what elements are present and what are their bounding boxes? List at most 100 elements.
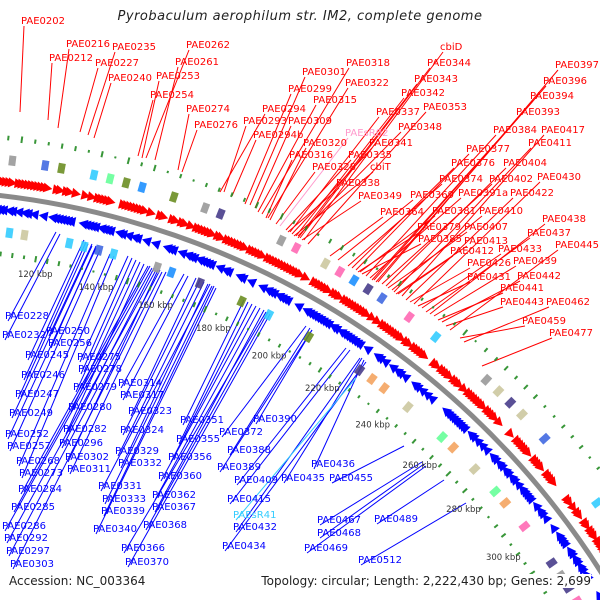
forward-gene-label: PAE0407 xyxy=(464,222,508,233)
gc-skew-marker xyxy=(411,438,417,444)
gc-skew-marker xyxy=(445,470,452,477)
forward-cds-arrow xyxy=(105,195,116,206)
gc-skew-marker xyxy=(471,497,475,502)
forward-cds-arrow xyxy=(492,416,503,427)
reverse-gene-label: PAE0389 xyxy=(217,462,261,473)
gc-skew-marker xyxy=(437,463,443,468)
forward-gene-label: PAE0294 xyxy=(262,104,306,115)
forward-gene-label: PAE0442 xyxy=(517,271,561,282)
reverse-gene-label-leader-line xyxy=(79,255,129,363)
forward-gene-label-leader-line xyxy=(425,237,531,313)
gc-skew-marker xyxy=(34,255,38,263)
forward-gene-label: PAE0417 xyxy=(541,125,585,136)
reverse-cds-arrow xyxy=(550,523,560,535)
gc-skew-marker xyxy=(256,331,261,337)
reverse-gene-label: PAE0314 xyxy=(118,378,162,389)
forward-gene-label-leader-line xyxy=(297,83,418,239)
gc-skew-marker xyxy=(204,182,209,188)
gc-skew-marker xyxy=(493,356,499,362)
forward-gene-label: PAE0202 xyxy=(21,16,65,27)
gc-skew-marker xyxy=(532,394,539,400)
gc-skew-marker xyxy=(394,423,399,428)
forward-gene-label: PAE0385 xyxy=(418,234,462,245)
reverse-cog-block xyxy=(263,308,275,321)
forward-cog-block xyxy=(105,173,115,185)
gc-skew-marker xyxy=(166,170,170,174)
gc-skew-marker xyxy=(339,244,345,251)
gc-skew-marker xyxy=(366,402,370,406)
reverse-cds-arrow xyxy=(283,297,294,307)
reverse-gene-label-leader-line xyxy=(4,233,61,341)
forward-gene-label-leader-line xyxy=(417,281,471,307)
gc-skew-marker xyxy=(429,454,434,460)
forward-cds-arrow xyxy=(402,337,413,348)
gc-skew-marker xyxy=(328,238,333,244)
forward-gene-label-leader-line xyxy=(433,265,517,317)
forward-cds-arrow xyxy=(452,378,463,389)
gc-skew-marker xyxy=(421,447,425,451)
reverse-gene-label-leader-line xyxy=(236,347,347,486)
reverse-cog-block xyxy=(166,266,177,279)
gc-skew-marker xyxy=(298,355,302,360)
gc-skew-marker xyxy=(486,515,491,519)
reverse-gene-label-leader-line xyxy=(154,309,265,513)
gc-skew-marker xyxy=(92,270,95,273)
reverse-gene-label: PAE0282 xyxy=(63,424,107,435)
genome-title: Pyrobaculum aerophilum str. IM2, complet… xyxy=(117,9,483,24)
reverse-cds-arrow xyxy=(133,234,144,245)
forward-cds-arrow xyxy=(170,214,181,225)
reverse-cds-arrow xyxy=(0,205,9,216)
reverse-gene-label-leader-line xyxy=(219,329,313,473)
forward-cds-arrow xyxy=(562,496,573,507)
reverse-cds-arrow xyxy=(324,320,335,330)
gc-skew-marker xyxy=(114,274,118,281)
gc-skew-marker xyxy=(0,251,2,257)
reverse-cog-block xyxy=(303,330,315,344)
reverse-gene-label-leader-line xyxy=(70,261,141,413)
forward-gene-label: PAE0376 xyxy=(451,158,495,169)
gc-skew-marker xyxy=(337,381,342,385)
reverse-cds-arrow xyxy=(206,261,218,271)
forward-cog-block xyxy=(591,497,600,509)
reverse-gene-label-leader-line xyxy=(17,243,89,400)
gc-skew-marker xyxy=(596,466,600,471)
forward-cog-block xyxy=(137,181,147,194)
forward-gene-label: PAE0402 xyxy=(489,174,533,185)
forward-gene-label-leader-line xyxy=(463,306,550,343)
forward-gene-label: PAE0394 xyxy=(530,91,574,102)
reverse-cog-block xyxy=(402,400,414,414)
forward-gene-label-leader-line xyxy=(285,159,352,231)
reverse-cds-arrow xyxy=(538,509,549,520)
forward-gene-label-leader-line xyxy=(261,67,350,215)
forward-cds-arrow xyxy=(42,182,53,193)
reverse-cog-block xyxy=(436,431,449,444)
gc-skew-marker xyxy=(483,347,489,353)
forward-gene-label-leader-line xyxy=(289,116,380,233)
scale-tick-label: 140 kbp xyxy=(79,283,114,293)
forward-gene-label-leader-line xyxy=(93,82,112,139)
reverse-gene-label: PAE0250 xyxy=(46,326,90,337)
reverse-gene-label: PAE0469 xyxy=(304,543,348,554)
reverse-cds-arrow xyxy=(150,240,162,250)
forward-cog-block xyxy=(538,432,551,445)
reverse-gene-label-leader-line xyxy=(27,239,85,361)
forward-gene-label-leader-line xyxy=(393,147,532,293)
forward-gene-label: PAE0318 xyxy=(346,58,390,69)
reverse-cds-arrow xyxy=(363,346,374,356)
forward-cds-arrow xyxy=(394,332,406,342)
reverse-cds-arrow xyxy=(381,358,392,368)
gc-skew-marker xyxy=(292,220,296,225)
reverse-gene-label: PAE0279 xyxy=(73,382,117,393)
gc-skew-marker xyxy=(409,289,413,294)
gc-skew-marker xyxy=(137,281,141,288)
reverse-gene-label-leader-line xyxy=(80,257,133,375)
reverse-gene-label-leader-line xyxy=(123,311,267,554)
reverse-gene-label-leader-line xyxy=(145,311,269,531)
forward-gene-label: PAE0342 xyxy=(401,88,445,99)
forward-gene-label: PAE0426 xyxy=(467,258,511,269)
reverse-cog-block xyxy=(79,240,89,253)
gc-skew-marker xyxy=(461,487,468,494)
forward-cog-block xyxy=(403,310,415,324)
gc-skew-marker xyxy=(279,212,285,220)
